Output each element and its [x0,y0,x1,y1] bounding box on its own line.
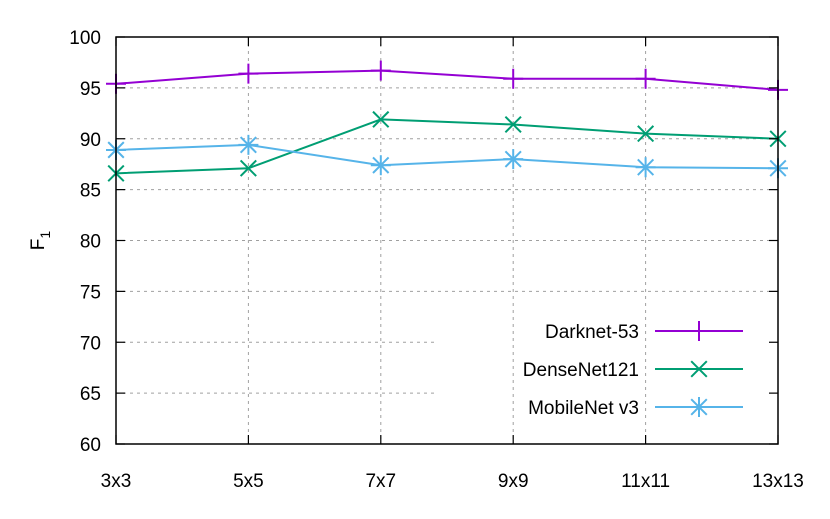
series-line [115,118,779,175]
x-tick-label: 13x13 [752,471,804,492]
y-tick-label: 85 [80,181,101,202]
y-tick-label: 60 [80,435,101,456]
legend-marker [689,397,709,417]
x-tick-label: 3x3 [101,471,132,492]
data-point [635,68,656,89]
y-axis-label-subscript: 1 [37,231,53,239]
legend-label: Darknet-53 [545,322,639,343]
series-darknet-53 [106,60,788,100]
data-point [503,149,524,170]
data-point [239,159,257,177]
x-tick-label: 11x11 [621,471,670,492]
y-tick-label: 95 [80,79,101,100]
legend: Darknet-53 DenseNet121 MobileNet v3 [523,321,743,419]
legend-item: DenseNet121 [523,360,743,381]
legend-item: MobileNet v3 [528,397,743,419]
y-tick-label: 70 [80,333,101,354]
grid-lines [116,37,778,444]
data-point [238,134,259,155]
y-axis-label-main: F [28,239,49,251]
x-tick-label: 7x7 [365,471,396,492]
y-tick-label: 65 [80,384,101,405]
y-tick-label: 80 [80,232,101,253]
data-point [370,60,391,81]
data-point [503,68,524,89]
data-point [372,110,390,128]
data-point [504,115,522,134]
y-tick-label: 75 [80,282,101,303]
x-tick-label: 9x9 [498,471,529,492]
data-point [238,63,259,84]
data-point [635,157,656,178]
x-tick-label: 5x5 [233,471,264,492]
axis-ticks: 60 65 70 75 80 85 90 95 100 3x3 5x5 7x7 9x9 11x11 13x1… [69,28,804,492]
series-mobilenet-v3 [106,134,788,179]
data-point [637,125,655,143]
y-tick-label: 100 [69,28,101,49]
series-layer [106,60,788,182]
legend-item: Darknet-53 [545,321,743,343]
data-point [370,155,391,176]
y-tick-label: 90 [80,130,101,151]
legend-marker [689,321,709,341]
legend-label: MobileNet v3 [528,398,639,419]
series-line [115,69,779,91]
y-axis-label: F1 [28,231,53,251]
legend-label: DenseNet121 [523,360,639,381]
legend-marker [690,360,708,378]
series-line [115,143,779,170]
